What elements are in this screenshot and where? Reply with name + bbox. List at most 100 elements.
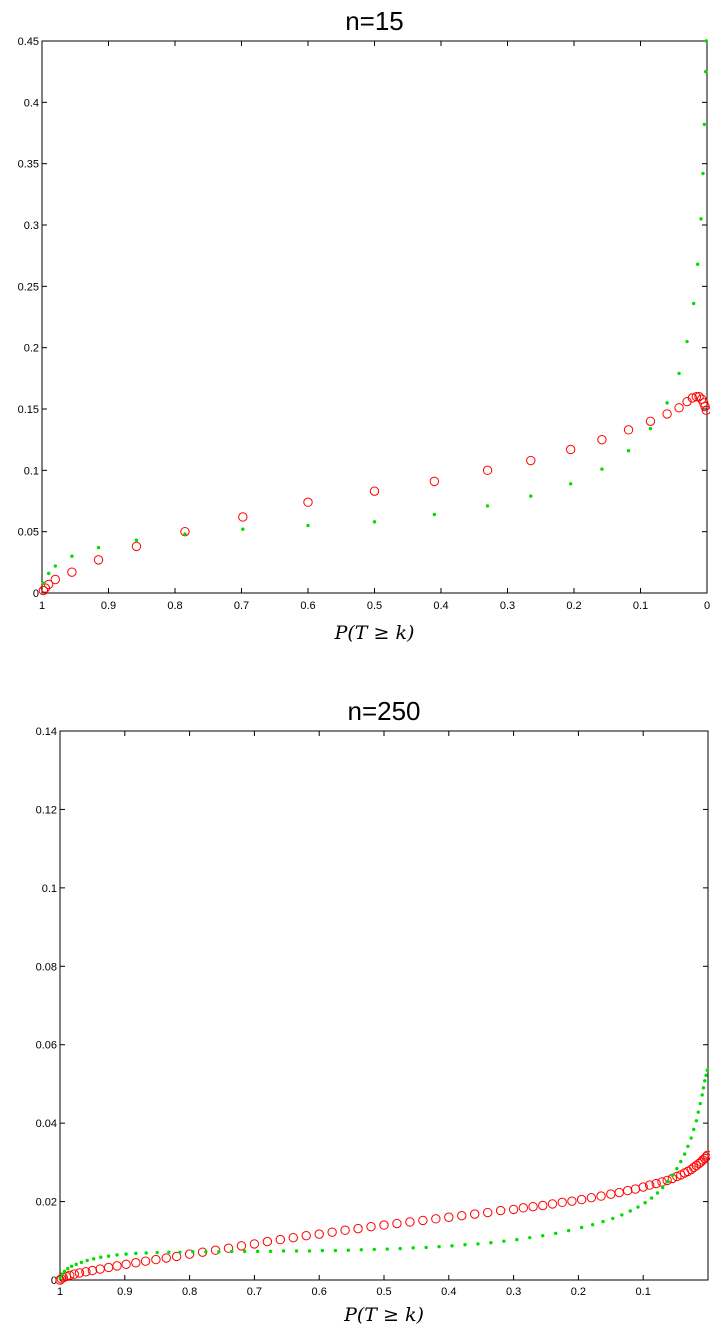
x-tick-label: 0.2 (571, 1286, 586, 1298)
data-point-dot (665, 401, 669, 405)
data-point-dot (134, 538, 139, 542)
data-point-circle (694, 392, 704, 402)
data-point-circle (431, 1214, 441, 1224)
y-tick-label: 0.06 (36, 1040, 57, 1052)
data-point-circle (38, 585, 49, 596)
data-point-dot (675, 1166, 679, 1171)
data-point-dot (432, 512, 437, 517)
data-point-dot (702, 122, 707, 127)
y-tick-label: 0.1 (42, 883, 57, 895)
data-point-dot (144, 1251, 148, 1255)
data-point-circle (353, 1223, 363, 1234)
data-point-circle (180, 526, 190, 537)
data-point-dot (191, 1250, 195, 1254)
data-point-circle (95, 1264, 105, 1274)
data-point-dot (700, 1093, 704, 1097)
data-point-dot (515, 1237, 519, 1242)
data-point-dot (689, 1136, 693, 1140)
data-point-circle (340, 1225, 350, 1235)
data-point-circle (223, 1243, 234, 1253)
chart-panel-1: n=15 1 0.9 0.8 0.7 0.6 0.5 0.4 0.3 0.2 0.1 0 0 0.05 0.… (18, 6, 710, 644)
data-point-dot (79, 1260, 84, 1265)
data-point-dot (99, 1255, 103, 1259)
data-point-dot (242, 1249, 247, 1254)
data-point-dot (372, 1247, 376, 1252)
data-point-circle (495, 1205, 506, 1216)
data-point-dot (703, 69, 708, 74)
x-tick-label: 1 (57, 1286, 63, 1298)
data-point-circle (392, 1218, 402, 1229)
data-point-dot (628, 1209, 632, 1213)
data-point-dot (463, 1243, 467, 1247)
data-point-circle (93, 555, 104, 565)
data-point-circle (140, 1256, 151, 1266)
data-point-dot (601, 1219, 605, 1224)
data-point-circle (366, 1221, 376, 1232)
data-point-dot (660, 1185, 665, 1190)
data-point-circle (457, 1210, 467, 1221)
x-tick-label: 0.7 (234, 600, 249, 612)
x-tick-label: 1 (39, 600, 45, 612)
y-tick-label: 0.4 (24, 97, 39, 109)
data-point-circle (103, 1262, 114, 1273)
data-point-dot (692, 1127, 696, 1132)
data-point-dot (502, 1239, 506, 1243)
data-point-dot (655, 1191, 660, 1195)
data-point-circle (262, 1236, 273, 1247)
x-tick-label: 0.9 (101, 600, 116, 612)
x-tick-label: 0 (704, 600, 710, 612)
data-point-dot (649, 1196, 654, 1200)
data-point-circle (236, 1241, 247, 1251)
data-point-dot (134, 1251, 138, 1256)
data-point-circle (303, 497, 313, 507)
data-point-dot (528, 1235, 532, 1240)
data-point-dot (115, 1253, 119, 1257)
data-point-dot (566, 1228, 571, 1233)
data-point-dot (695, 262, 700, 266)
data-point-circle (526, 455, 536, 466)
x-tick-label: 0.7 (247, 1286, 262, 1298)
y-tick-label: 0.05 (18, 527, 39, 539)
data-point-dot (255, 1249, 260, 1254)
x-tick-label: 0.3 (500, 600, 515, 612)
data-point-dot (359, 1248, 364, 1252)
data-point-dot (60, 1272, 64, 1276)
data-point-dot (670, 1173, 675, 1177)
data-point-dot (643, 1201, 647, 1205)
data-point-circle (567, 1196, 577, 1206)
data-point-circle (161, 1253, 171, 1263)
x-tick-label: 0.6 (312, 1286, 327, 1298)
data-point-circle (482, 465, 493, 476)
data-point-dot (333, 1248, 338, 1253)
data-point-dot (58, 1276, 62, 1280)
data-point-circle (623, 425, 634, 435)
x-tick-label: 0.5 (367, 600, 382, 612)
data-point-circle (238, 512, 248, 522)
y-tick-label: 0.08 (36, 961, 57, 973)
data-point-dot (178, 1250, 182, 1254)
data-point-dot (677, 371, 681, 376)
data-point-circle (65, 1270, 75, 1280)
y-tick-label: 0.1 (24, 465, 39, 477)
data-point-circle (301, 1230, 311, 1241)
data-point-circle (470, 1209, 480, 1219)
chart-title: n=250 (347, 696, 420, 726)
data-point-dot (66, 1266, 70, 1271)
data-point-circle (429, 476, 440, 487)
data-point-dot (704, 39, 709, 43)
x-tick-label: 0.4 (441, 1286, 456, 1298)
data-point-circle (644, 1180, 655, 1190)
data-point-dot (241, 527, 245, 531)
series-circles (38, 392, 710, 596)
data-point-dot (183, 532, 187, 536)
x-tick-label: 0.8 (167, 600, 182, 612)
data-point-dot (411, 1246, 415, 1250)
data-point-dot (611, 1216, 615, 1221)
data-point-dot (62, 1269, 67, 1274)
data-point-circle (700, 1153, 710, 1164)
data-point-dot (346, 1248, 351, 1252)
data-point-circle (482, 1207, 493, 1218)
x-tick-label: 0.3 (506, 1286, 521, 1298)
x-tick-label: 0.1 (636, 1286, 651, 1298)
